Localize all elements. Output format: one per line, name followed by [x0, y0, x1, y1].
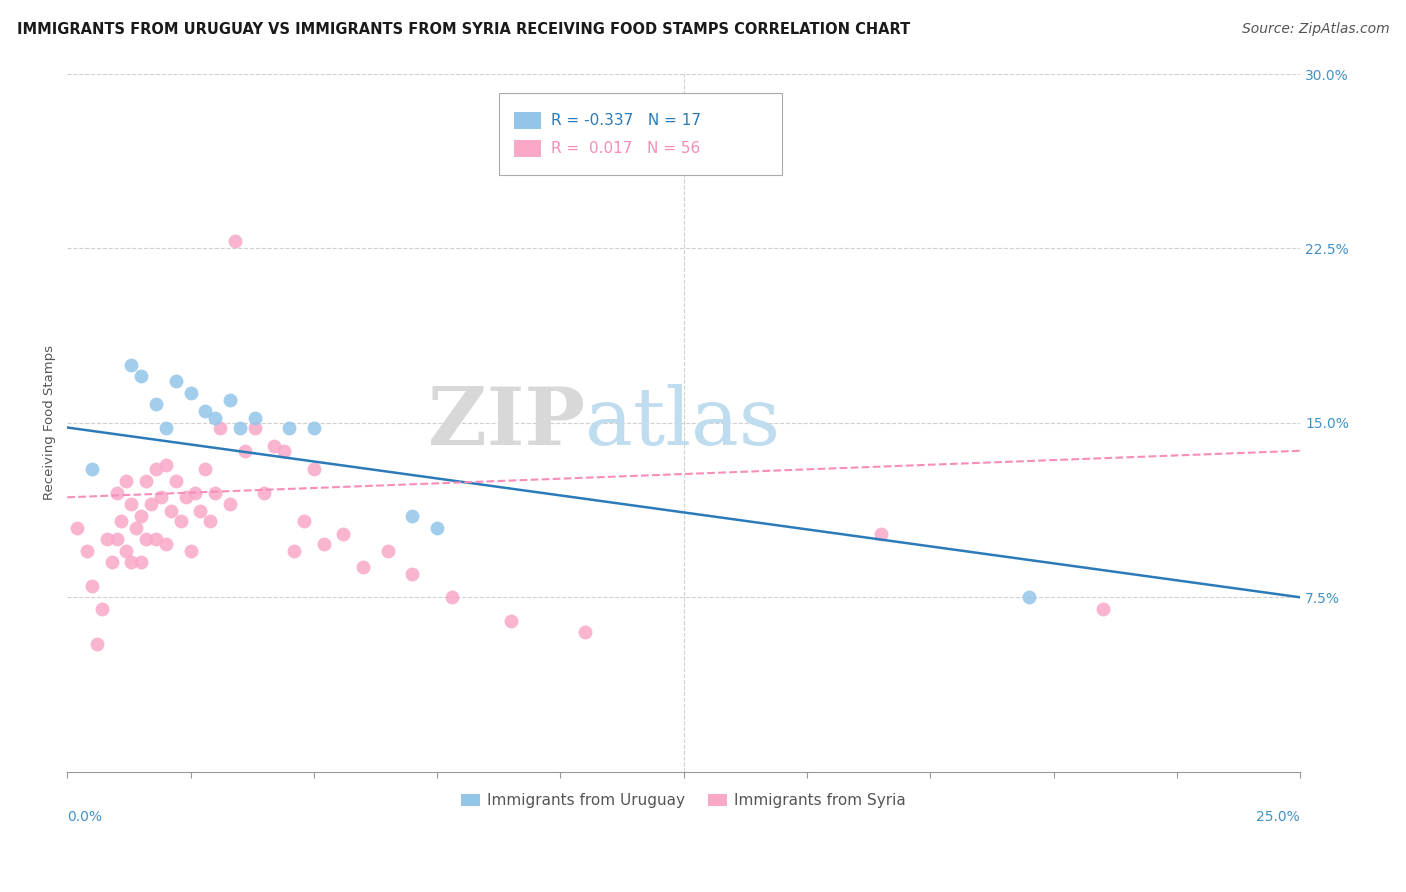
- Point: [155, 458, 177, 472]
- Point: [440, 591, 463, 605]
- Point: [253, 485, 276, 500]
- Point: [219, 497, 242, 511]
- Point: [870, 527, 893, 541]
- Text: 25.0%: 25.0%: [1257, 810, 1301, 824]
- Point: [243, 420, 266, 434]
- Y-axis label: Receiving Food Stamps: Receiving Food Stamps: [44, 345, 56, 500]
- Point: [1018, 591, 1040, 605]
- Point: [180, 385, 202, 400]
- Point: [80, 579, 103, 593]
- Text: ZIP: ZIP: [427, 384, 585, 462]
- FancyBboxPatch shape: [513, 140, 541, 157]
- Point: [312, 537, 335, 551]
- Point: [159, 504, 181, 518]
- Point: [174, 490, 197, 504]
- Point: [377, 543, 399, 558]
- Point: [120, 358, 142, 372]
- Point: [574, 625, 596, 640]
- Text: atlas: atlas: [585, 384, 780, 462]
- Point: [76, 543, 98, 558]
- Point: [332, 527, 354, 541]
- Point: [145, 397, 167, 411]
- Point: [165, 474, 187, 488]
- Point: [100, 555, 122, 569]
- FancyBboxPatch shape: [499, 93, 782, 175]
- Point: [200, 514, 222, 528]
- Point: [135, 532, 157, 546]
- Point: [499, 614, 522, 628]
- Point: [120, 497, 142, 511]
- Point: [115, 543, 138, 558]
- Point: [115, 474, 138, 488]
- Point: [135, 474, 157, 488]
- Point: [209, 420, 232, 434]
- Point: [352, 560, 374, 574]
- Point: [110, 514, 132, 528]
- Point: [155, 420, 177, 434]
- Legend: Immigrants from Uruguay, Immigrants from Syria: Immigrants from Uruguay, Immigrants from…: [456, 787, 912, 814]
- Point: [90, 602, 112, 616]
- Point: [169, 514, 191, 528]
- Point: [263, 439, 285, 453]
- Point: [1091, 602, 1114, 616]
- Point: [426, 520, 449, 534]
- Point: [184, 485, 207, 500]
- Text: IMMIGRANTS FROM URUGUAY VS IMMIGRANTS FROM SYRIA RECEIVING FOOD STAMPS CORRELATI: IMMIGRANTS FROM URUGUAY VS IMMIGRANTS FR…: [17, 22, 910, 37]
- Point: [125, 520, 148, 534]
- Text: R = -0.337   N = 17: R = -0.337 N = 17: [551, 113, 700, 128]
- Point: [204, 485, 226, 500]
- Point: [149, 490, 172, 504]
- Text: 0.0%: 0.0%: [67, 810, 103, 824]
- Point: [190, 504, 212, 518]
- Text: R =  0.017   N = 56: R = 0.017 N = 56: [551, 141, 700, 156]
- Point: [96, 532, 118, 546]
- Point: [401, 508, 423, 523]
- Point: [302, 420, 325, 434]
- FancyBboxPatch shape: [513, 112, 541, 129]
- Point: [145, 462, 167, 476]
- Point: [129, 508, 152, 523]
- Point: [233, 443, 256, 458]
- Point: [139, 497, 162, 511]
- Point: [66, 520, 89, 534]
- Point: [401, 567, 423, 582]
- Point: [145, 532, 167, 546]
- Point: [273, 443, 295, 458]
- Point: [219, 392, 242, 407]
- Point: [105, 532, 128, 546]
- Point: [129, 555, 152, 569]
- Point: [105, 485, 128, 500]
- Point: [180, 543, 202, 558]
- Point: [129, 369, 152, 384]
- Point: [243, 411, 266, 425]
- Text: Source: ZipAtlas.com: Source: ZipAtlas.com: [1241, 22, 1389, 37]
- Point: [165, 374, 187, 388]
- Point: [120, 555, 142, 569]
- Point: [155, 537, 177, 551]
- Point: [283, 543, 305, 558]
- Point: [194, 404, 217, 418]
- Point: [302, 462, 325, 476]
- Point: [204, 411, 226, 425]
- Point: [194, 462, 217, 476]
- Point: [224, 235, 246, 249]
- Point: [80, 462, 103, 476]
- Point: [229, 420, 252, 434]
- Point: [278, 420, 301, 434]
- Point: [86, 637, 108, 651]
- Point: [292, 514, 315, 528]
